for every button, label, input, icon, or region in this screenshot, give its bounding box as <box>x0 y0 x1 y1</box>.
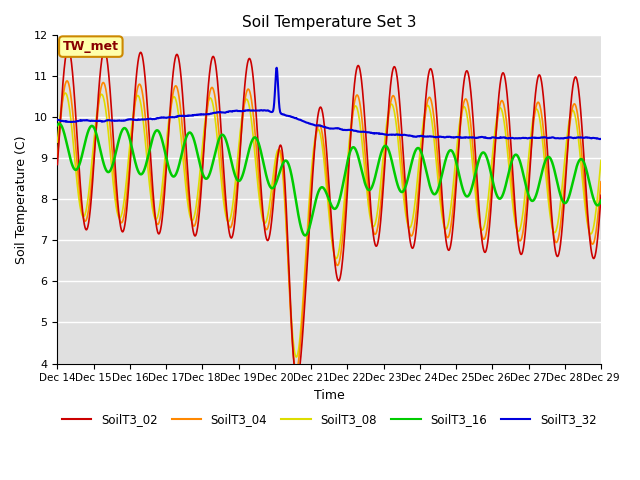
SoilT3_32 <box>549 134 557 140</box>
SoilT3_02 <box>550 232 557 238</box>
SoilT3_04 <box>54 154 61 160</box>
SoilT3_08 <box>346 139 353 145</box>
SoilT3_08 <box>550 228 557 234</box>
Y-axis label: Soil Temperature (C): Soil Temperature (C) <box>15 135 28 264</box>
SoilT3_32 <box>564 134 572 140</box>
Line: SoilT3_32: SoilT3_32 <box>58 68 601 139</box>
SoilT3_32 <box>597 136 605 142</box>
Text: TW_met: TW_met <box>63 40 119 53</box>
SoilT3_08 <box>357 130 365 136</box>
SoilT3_04 <box>488 183 495 189</box>
SoilT3_16 <box>55 121 63 127</box>
SoilT3_32 <box>345 127 353 132</box>
SoilT3_08 <box>61 90 69 96</box>
SoilT3_04 <box>550 231 557 237</box>
SoilT3_04 <box>63 78 71 84</box>
Line: SoilT3_08: SoilT3_08 <box>58 93 601 357</box>
SoilT3_32 <box>488 135 495 141</box>
SoilT3_02 <box>357 74 365 80</box>
SoilT3_02 <box>346 157 353 163</box>
SoilT3_32 <box>205 111 213 117</box>
Line: SoilT3_16: SoilT3_16 <box>58 124 601 235</box>
SoilT3_08 <box>488 162 495 168</box>
SoilT3_04 <box>357 108 365 114</box>
SoilT3_16 <box>597 198 605 204</box>
SoilT3_16 <box>346 152 353 157</box>
SoilT3_02 <box>564 133 572 139</box>
SoilT3_08 <box>564 122 572 128</box>
Legend: SoilT3_02, SoilT3_04, SoilT3_08, SoilT3_16, SoilT3_32: SoilT3_02, SoilT3_04, SoilT3_08, SoilT3_… <box>57 409 601 431</box>
SoilT3_04 <box>346 151 353 157</box>
SoilT3_02 <box>65 46 72 51</box>
SoilT3_32 <box>273 65 280 71</box>
SoilT3_16 <box>54 122 61 128</box>
SoilT3_16 <box>488 173 495 179</box>
SoilT3_16 <box>301 232 309 238</box>
SoilT3_02 <box>205 73 213 79</box>
SoilT3_08 <box>597 157 605 163</box>
SoilT3_32 <box>357 129 365 135</box>
SoilT3_02 <box>54 162 61 168</box>
SoilT3_02 <box>597 192 605 198</box>
Title: Soil Temperature Set 3: Soil Temperature Set 3 <box>242 15 417 30</box>
SoilT3_04 <box>564 134 572 140</box>
SoilT3_08 <box>205 96 213 102</box>
X-axis label: Time: Time <box>314 389 344 402</box>
SoilT3_32 <box>596 136 604 142</box>
SoilT3_16 <box>205 172 213 178</box>
SoilT3_04 <box>597 179 605 185</box>
SoilT3_32 <box>54 117 61 123</box>
SoilT3_16 <box>550 164 557 169</box>
SoilT3_08 <box>292 354 300 360</box>
SoilT3_08 <box>54 139 61 145</box>
SoilT3_16 <box>564 195 572 201</box>
SoilT3_02 <box>293 377 301 383</box>
Line: SoilT3_04: SoilT3_04 <box>58 81 601 371</box>
SoilT3_04 <box>205 92 213 98</box>
SoilT3_02 <box>488 198 495 204</box>
Line: SoilT3_02: SoilT3_02 <box>58 48 601 380</box>
SoilT3_04 <box>292 368 300 373</box>
SoilT3_16 <box>357 165 365 171</box>
